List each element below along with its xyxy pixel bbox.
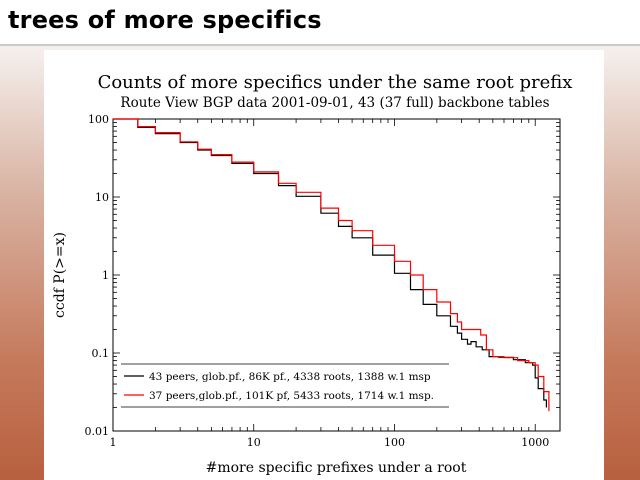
axis-ticks xyxy=(112,118,560,432)
x-tick-label: 1000 xyxy=(521,436,549,449)
y-tick-label: 100 xyxy=(88,113,109,126)
series-lines xyxy=(113,118,550,412)
slide-title: trees of more specifics xyxy=(8,6,322,34)
x-tick-label: 10 xyxy=(247,436,261,449)
chart-subtitle: Route View BGP data 2001-09-01, 43 (37 f… xyxy=(120,95,549,111)
plot-area xyxy=(112,118,561,432)
chart-title: Counts of more specifics under the same … xyxy=(98,72,573,93)
legend-entry-black: 43 peers, glob.pf., 86K pf., 4338 roots,… xyxy=(149,371,431,383)
slide-header: trees of more specifics xyxy=(0,0,640,46)
axis-tick-labels: 1 10 100 1000 0.01 0.1 1 10 100 xyxy=(85,113,550,449)
y-tick-label: 0.01 xyxy=(85,425,110,438)
legend-entry-red: 37 peers,glob.pf., 101K pf, 5433 roots, … xyxy=(149,390,434,402)
y-tick-label: 10 xyxy=(95,191,109,204)
x-tick-label: 1 xyxy=(110,436,117,449)
x-tick-label: 100 xyxy=(384,436,405,449)
legend: 43 peers, glob.pf., 86K pf., 4338 roots,… xyxy=(121,363,449,408)
series-line-red xyxy=(113,118,550,412)
x-axis-label: #more specific prefixes under a root xyxy=(206,460,467,476)
ccdf-chart: Counts of more specifics under the same … xyxy=(52,72,573,476)
chart-panel: Counts of more specifics under the same … xyxy=(44,50,604,480)
y-tick-label: 0.1 xyxy=(92,347,110,360)
y-axis-label: ccdf P(>=x) xyxy=(52,232,68,318)
y-tick-label: 1 xyxy=(102,269,109,282)
